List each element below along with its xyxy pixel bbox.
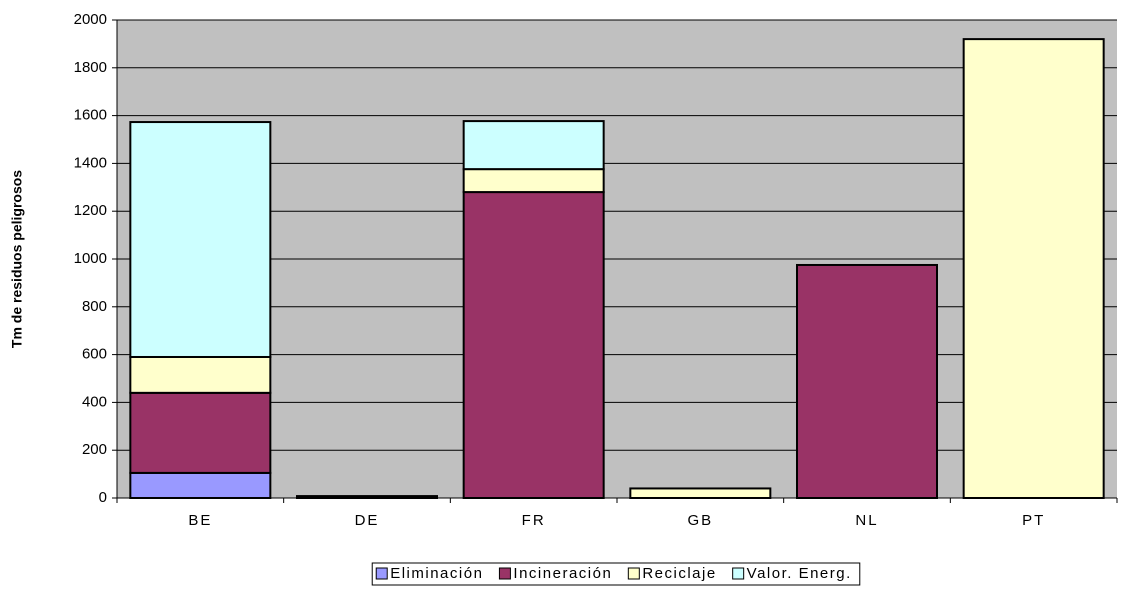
bar-segment	[462, 120, 605, 171]
bar-segment	[796, 263, 938, 499]
bar-segment	[129, 355, 272, 394]
legend-label: Incineración	[513, 565, 612, 582]
y-tick-label: 1000	[74, 250, 107, 267]
legend-swatch	[498, 567, 511, 580]
bar-segment	[129, 391, 272, 474]
legend-label: Valor. Energ.	[747, 565, 852, 582]
bar-segment	[462, 191, 605, 500]
y-tick-label: 600	[82, 346, 107, 363]
y-tick-label: 1400	[74, 154, 107, 171]
x-tick-label: GB	[687, 512, 713, 529]
x-tick-label: FR	[522, 512, 546, 529]
y-tick-label: 0	[99, 489, 107, 506]
y-tick-label: 1200	[74, 202, 107, 219]
bar-segment	[129, 471, 272, 499]
legend-swatch	[375, 567, 388, 580]
legend-swatch	[732, 567, 745, 580]
legend-label: Reciclaje	[642, 565, 716, 582]
y-tick-label: 800	[82, 298, 107, 315]
legend-label: Eliminación	[390, 565, 483, 582]
legend-swatch	[627, 567, 640, 580]
x-tick-label: PT	[1022, 512, 1045, 529]
y-tick-label: 2000	[74, 11, 107, 28]
bar-segment	[962, 38, 1105, 500]
legend: Eliminación Incineración Reciclaje Valor. E…	[371, 562, 861, 586]
x-tick-label: BE	[188, 512, 212, 529]
bar-segment	[629, 487, 772, 500]
bar-segment	[129, 121, 272, 358]
y-tick-label: 1800	[74, 59, 107, 76]
y-axis-label: Tm de residuos peligrosos	[9, 170, 25, 348]
bar-segment	[462, 168, 605, 194]
y-tick-label: 200	[82, 441, 107, 458]
y-tick-label: 1600	[74, 107, 107, 124]
x-tick-label: NL	[855, 512, 878, 529]
y-tick-label: 400	[82, 393, 107, 410]
x-tick-label: DE	[355, 512, 380, 529]
